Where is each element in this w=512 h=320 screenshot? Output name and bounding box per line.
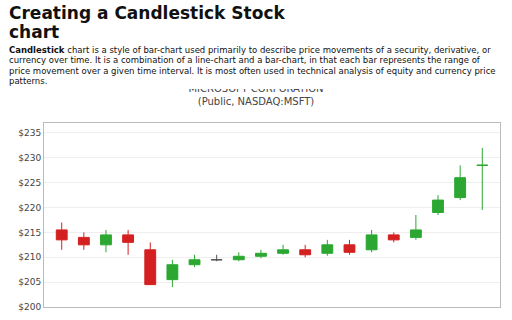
svg-text:$230: $230 xyxy=(18,152,41,162)
svg-text:$210: $210 xyxy=(18,252,41,262)
svg-text:MICROSOFT CORPORATION(Public,: MICROSOFT CORPORATION(Public, NASDAQ:MSF… xyxy=(188,89,323,107)
svg-text:$205: $205 xyxy=(18,277,41,287)
svg-text:$220: $220 xyxy=(18,202,41,212)
svg-text:$215: $215 xyxy=(18,227,41,237)
html-text:Candlestick chart is a style o: Candlestick chart is a style of bar-char… xyxy=(9,45,496,87)
svg-text:$225: $225 xyxy=(18,177,41,187)
html-text:Creating a Candlestick Stock: Creating a Candlestick Stock xyxy=(9,3,285,23)
svg-text:$200: $200 xyxy=(18,302,41,312)
html-text:chart: chart xyxy=(9,22,60,42)
svg-text:$235: $235 xyxy=(18,128,41,138)
